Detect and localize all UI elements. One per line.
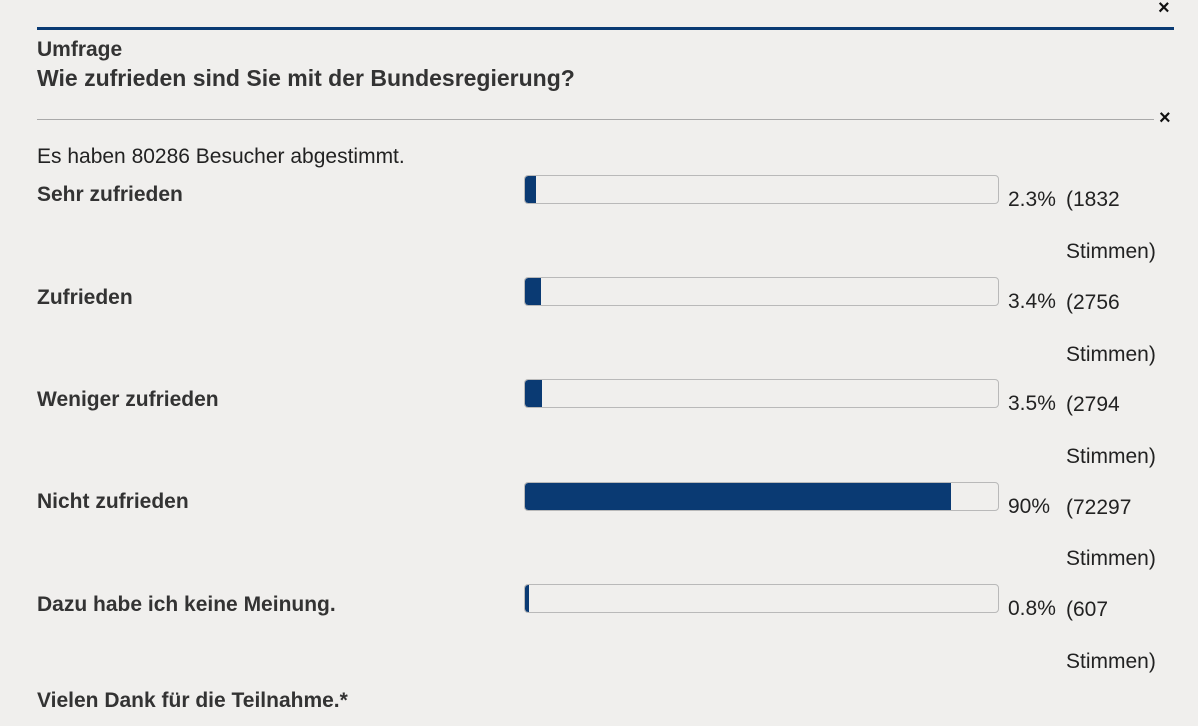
option-label: Nicht zufrieden <box>37 490 189 513</box>
total-votes-text: Es haben 80286 Besucher abgestimmt. <box>37 145 405 168</box>
result-bar <box>524 379 999 408</box>
option-label: Zufrieden <box>37 286 133 309</box>
poll-eyebrow: Umfrage <box>37 38 123 61</box>
option-percent: 3.4% <box>1008 290 1056 313</box>
close-results-icon[interactable]: × <box>1159 107 1171 129</box>
result-bar-fill <box>525 483 951 510</box>
thank-you-note: Vielen Dank für die Teilnahme.* <box>37 689 348 712</box>
option-vote-count: (72297 <box>1066 496 1132 519</box>
result-bar <box>524 277 999 306</box>
close-icon[interactable]: × <box>1158 0 1170 19</box>
option-percent: 90% <box>1008 495 1051 518</box>
option-vote-count: (2794 <box>1066 393 1120 416</box>
result-bar <box>524 482 999 511</box>
option-label: Sehr zufrieden <box>37 183 183 206</box>
option-vote-count: (1832 <box>1066 188 1120 211</box>
option-percent: 0.8% <box>1008 597 1056 620</box>
result-bar <box>524 584 999 613</box>
option-percent: 3.5% <box>1008 392 1056 415</box>
result-bar-fill <box>525 176 536 203</box>
results-divider <box>37 119 1154 120</box>
option-vote-unit: Stimmen) <box>1066 343 1156 366</box>
header-divider <box>37 27 1174 30</box>
result-bar-fill <box>525 278 541 305</box>
option-percent: 2.3% <box>1008 188 1056 211</box>
option-vote-unit: Stimmen) <box>1066 445 1156 468</box>
poll-question: Wie zufrieden sind Sie mit der Bundesreg… <box>37 65 575 91</box>
option-vote-unit: Stimmen) <box>1066 650 1156 673</box>
option-label: Dazu habe ich keine Meinung. <box>37 593 336 616</box>
option-label: Weniger zufrieden <box>37 388 219 411</box>
option-vote-count: (2756 <box>1066 291 1120 314</box>
option-vote-unit: Stimmen) <box>1066 547 1156 570</box>
result-bar <box>524 175 999 204</box>
result-bar-fill <box>525 380 542 407</box>
option-vote-count: (607 <box>1066 598 1109 621</box>
option-vote-unit: Stimmen) <box>1066 240 1156 263</box>
result-bar-fill <box>525 585 529 612</box>
